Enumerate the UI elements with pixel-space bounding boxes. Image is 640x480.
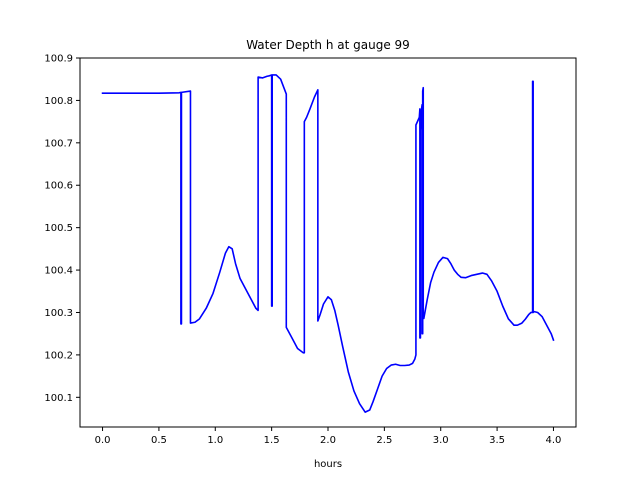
y-tick-label: 100.6 [44, 181, 73, 192]
series-line-0 [101, 74, 555, 413]
x-tick-label: 2.5 [376, 435, 392, 446]
y-tick-label: 100.2 [44, 350, 73, 361]
y-tick-label: 100.5 [44, 223, 73, 234]
chart-title: Water Depth h at gauge 99 [246, 38, 410, 52]
series-layer [101, 74, 555, 413]
y-tick-label: 100.9 [44, 54, 73, 65]
x-tick-label: 4.0 [546, 435, 562, 446]
y-tick-label: 100.7 [44, 138, 73, 149]
x-tick-label: 1.0 [207, 435, 223, 446]
y-tick-label: 100.1 [44, 393, 73, 404]
plot-area-frame [79, 57, 577, 428]
ticks-layer: 0.0 0.5 1.0 1.5 2.0 2.5 3.0 3.5 4.0 100.1 100.2 100… [44, 54, 561, 447]
x-tick-label: 0.5 [151, 435, 167, 446]
y-tick-label: 100.3 [44, 308, 73, 319]
x-tick-label: 3.5 [489, 435, 505, 446]
x-tick-label: 0.0 [95, 435, 111, 446]
x-tick-label: 3.0 [433, 435, 449, 446]
y-tick-label: 100.4 [44, 266, 73, 277]
x-tick-label: 1.5 [264, 435, 280, 446]
x-axis-label: hours [314, 459, 342, 470]
y-tick-label: 100.8 [44, 96, 73, 107]
x-tick-label: 2.0 [320, 435, 336, 446]
